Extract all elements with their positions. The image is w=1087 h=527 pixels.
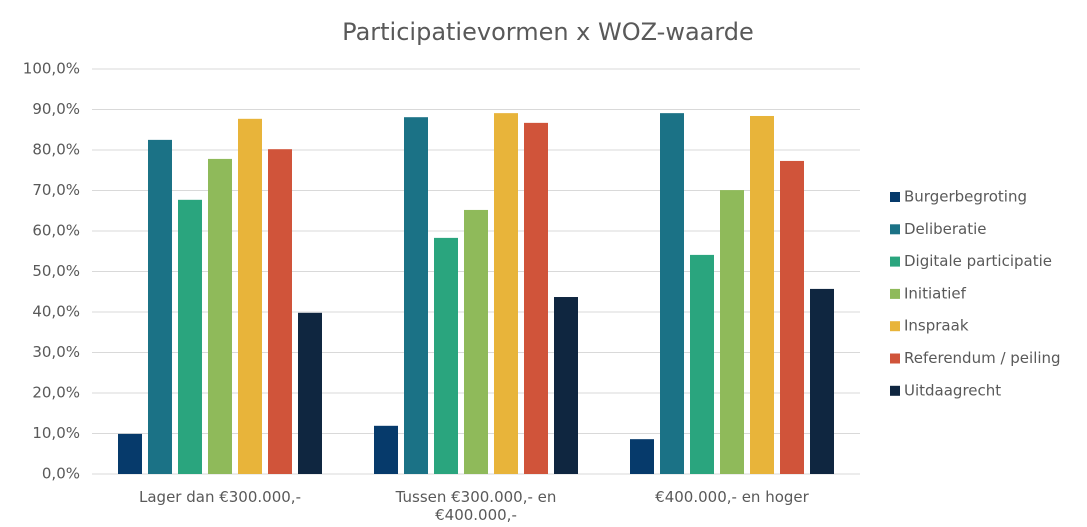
- bar: [434, 237, 458, 474]
- y-tick-label: 0,0%: [42, 465, 80, 483]
- legend-swatch: [890, 321, 900, 332]
- bar: [494, 113, 518, 475]
- y-tick-label: 10,0%: [32, 424, 80, 442]
- legend-label: Inspraak: [904, 317, 969, 335]
- y-tick-label: 90,0%: [32, 100, 80, 118]
- bar: [374, 425, 398, 474]
- bar: [810, 288, 834, 474]
- bar: [238, 118, 262, 474]
- y-tick-label: 80,0%: [32, 141, 80, 159]
- y-tick-label: 20,0%: [32, 384, 80, 402]
- bar: [464, 209, 488, 474]
- bar: [780, 160, 804, 474]
- legend-label: Uitdaagrecht: [904, 381, 1001, 399]
- legend-swatch: [890, 385, 900, 396]
- legend-swatch: [890, 224, 900, 235]
- bar: [690, 254, 714, 474]
- legend-label: Deliberatie: [904, 220, 987, 238]
- bar: [554, 297, 578, 474]
- bar: [630, 439, 654, 474]
- x-tick-label: €400.000,- en hoger: [655, 488, 809, 506]
- y-tick-label: 100,0%: [23, 60, 80, 78]
- chart-title: Participatievormen x WOZ-waarde: [342, 18, 754, 46]
- bar: [148, 139, 172, 474]
- bar: [118, 433, 142, 474]
- legend-swatch: [890, 288, 900, 299]
- y-tick-label: 60,0%: [32, 222, 80, 240]
- bar: [208, 158, 232, 474]
- legend-label: Burgerbegroting: [904, 188, 1027, 206]
- bar: [268, 149, 292, 474]
- bar: [178, 199, 202, 474]
- bar: [720, 190, 744, 474]
- bar: [298, 312, 322, 474]
- legend-label: Referendum / peiling: [904, 349, 1061, 367]
- bar: [660, 113, 684, 475]
- y-tick-label: 70,0%: [32, 181, 80, 199]
- legend-label: Initiatief: [904, 284, 967, 302]
- x-tick-label: Tussen €300.000,- en €400.000,-: [395, 488, 557, 524]
- legend-swatch: [890, 353, 900, 364]
- bar: [404, 117, 428, 474]
- legend-swatch: [890, 192, 900, 202]
- bar: [524, 122, 548, 475]
- legend-swatch: [890, 256, 900, 267]
- y-tick-label: 30,0%: [32, 343, 80, 361]
- y-tick-label: 50,0%: [32, 262, 80, 280]
- x-tick-label: Lager dan €300.000,-: [139, 488, 301, 506]
- bar: [750, 115, 774, 474]
- y-tick-label: 40,0%: [32, 303, 80, 321]
- legend-label: Digitale participatie: [904, 252, 1052, 270]
